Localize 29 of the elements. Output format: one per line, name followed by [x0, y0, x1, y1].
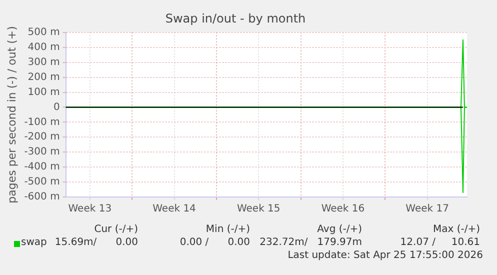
text: 232.72m/ 179.97m: [258, 237, 362, 248]
y-tick-label: 200 m: [28, 72, 60, 83]
x-tick-label: Week 13: [68, 204, 112, 215]
text: Avg (-/+): [316, 224, 362, 235]
y-tick-label: -300 m: [24, 146, 60, 158]
text: Last update: Sat Apr 25 17:55:00 2026: [288, 250, 483, 261]
text: Min (-/+): [204, 224, 250, 235]
y-tick-label: -600 m: [24, 192, 60, 203]
y-tick-label: 300 m: [28, 56, 60, 68]
text: Max (-/+): [432, 224, 480, 235]
y-tick-label: 400 m: [28, 42, 60, 53]
text: 0.00 / 0.00: [178, 237, 250, 248]
x-tick-label: Week 17: [406, 204, 449, 215]
y-tick-label: 500 m: [28, 26, 60, 38]
legend-label: swap: [21, 237, 47, 248]
text: 15.69m/ 0.00: [54, 237, 138, 248]
y-tick-label: -200 m: [24, 132, 60, 143]
y-axis-title: pages per second in (-) / out (+): [5, 26, 18, 204]
y-tick-label: -500 m: [24, 176, 60, 188]
y-tick-label: 0: [53, 102, 60, 113]
text: 12.07 / 10.61: [399, 237, 480, 248]
y-tick-label: -400 m: [24, 162, 60, 173]
text: Cur (-/+): [93, 224, 138, 235]
chart-title: Swap in/out - by month: [165, 11, 306, 26]
x-tick-label: Week 14: [152, 204, 196, 215]
x-tick-label: Week 15: [236, 204, 280, 215]
y-tick-label: 100 m: [28, 86, 60, 98]
y-tick-label: -100 m: [24, 116, 60, 128]
x-tick-label: Week 16: [321, 204, 365, 215]
